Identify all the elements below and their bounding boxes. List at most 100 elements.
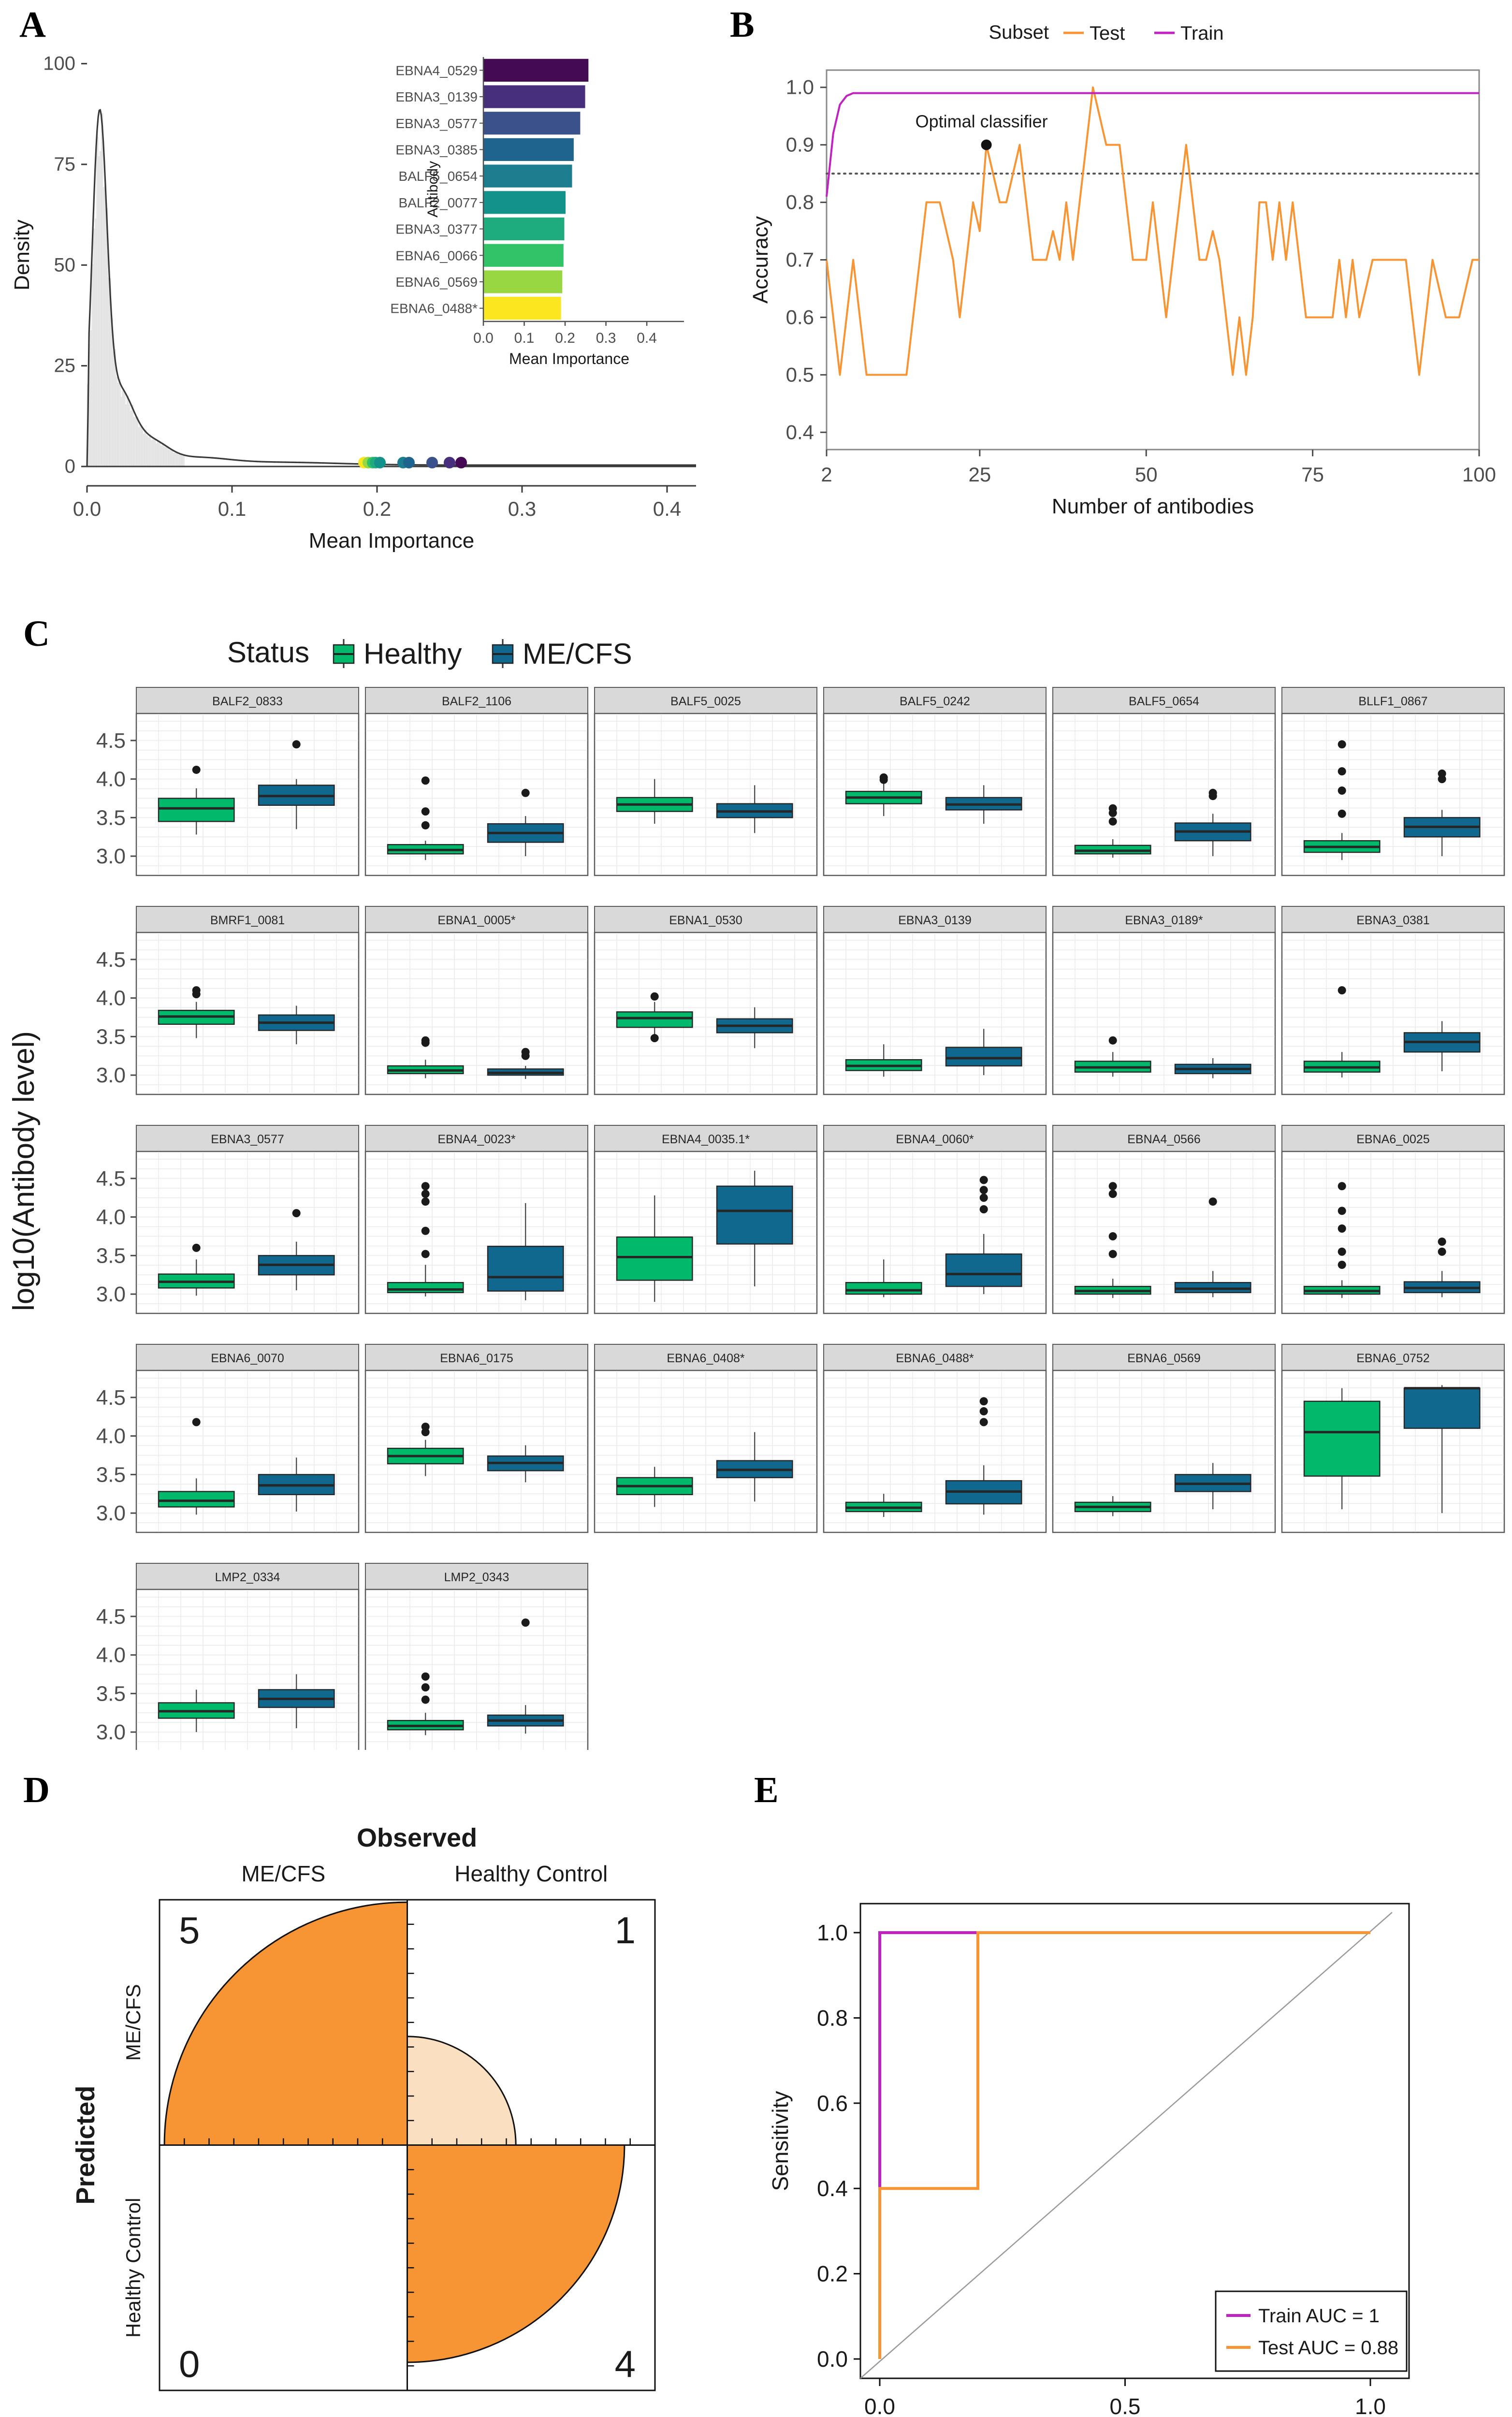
svg-text:EBNA3_0385: EBNA3_0385 xyxy=(395,142,478,157)
svg-text:ME/CFS: ME/CFS xyxy=(122,1984,145,2061)
svg-text:EBNA6_0175: EBNA6_0175 xyxy=(440,1352,513,1365)
svg-text:Sensitivity: Sensitivity xyxy=(768,2091,793,2191)
svg-text:0.6: 0.6 xyxy=(786,306,814,328)
svg-text:0.3: 0.3 xyxy=(508,497,536,520)
svg-text:4.0: 4.0 xyxy=(96,768,126,791)
svg-text:3.0: 3.0 xyxy=(96,1063,126,1087)
svg-text:0.9: 0.9 xyxy=(786,133,814,156)
svg-text:3.0: 3.0 xyxy=(96,1720,126,1744)
panel-d-letter: D xyxy=(23,1770,50,1810)
panel-a-chart: 0 25 50 75 100 0.0 0.1 0.2 0.3 0.4 Mean Importance… xyxy=(10,53,696,553)
svg-text:Train: Train xyxy=(1180,23,1224,44)
svg-text:4.0: 4.0 xyxy=(96,1425,126,1448)
svg-text:EBNA4_0035.1*: EBNA4_0035.1* xyxy=(662,1133,750,1146)
svg-text:2: 2 xyxy=(821,463,832,486)
svg-text:EBNA6_0408*: EBNA6_0408* xyxy=(667,1352,745,1365)
svg-text:EBNA3_0139: EBNA3_0139 xyxy=(395,89,478,104)
svg-text:1: 1 xyxy=(615,1909,636,1951)
svg-text:3.5: 3.5 xyxy=(96,1025,126,1048)
svg-text:4.5: 4.5 xyxy=(96,1605,126,1629)
panel-e-chart: 0.0 0.2 0.4 0.6 0.8 1.0 0.0 0.5 1.0 Sensitivity Tr… xyxy=(768,1903,1410,2417)
svg-text:EBNA6_0569: EBNA6_0569 xyxy=(1127,1352,1201,1365)
svg-text:EBNA3_0377: EBNA3_0377 xyxy=(395,222,478,237)
svg-text:25: 25 xyxy=(54,355,76,377)
svg-text:EBNA6_0569: EBNA6_0569 xyxy=(395,275,478,290)
svg-text:Test AUC = 0.88: Test AUC = 0.88 xyxy=(1258,2337,1398,2359)
svg-text:4.5: 4.5 xyxy=(96,1167,126,1191)
svg-text:EBNA1_0530: EBNA1_0530 xyxy=(669,914,742,927)
svg-text:0.1: 0.1 xyxy=(218,497,246,520)
svg-text:3.5: 3.5 xyxy=(96,1682,126,1705)
svg-text:4.5: 4.5 xyxy=(96,948,126,972)
svg-text:50: 50 xyxy=(1135,463,1158,486)
svg-text:3.5: 3.5 xyxy=(96,1244,126,1267)
svg-text:EBNA4_0060*: EBNA4_0060* xyxy=(896,1133,974,1146)
panel-d-chart: Observed ME/CFS Healthy Control Predicted ME… xyxy=(71,1823,656,2391)
svg-text:EBNA3_0577: EBNA3_0577 xyxy=(211,1133,284,1146)
svg-text:EBNA6_0025: EBNA6_0025 xyxy=(1356,1133,1430,1146)
svg-text:4: 4 xyxy=(615,2343,636,2385)
svg-text:Healthy Control: Healthy Control xyxy=(454,1861,608,1886)
svg-text:EBNA4_0529: EBNA4_0529 xyxy=(395,63,478,78)
svg-text:4.5: 4.5 xyxy=(96,729,126,753)
svg-text:BALF5_0654: BALF5_0654 xyxy=(399,169,478,184)
svg-text:EBNA6_0752: EBNA6_0752 xyxy=(1356,1352,1430,1365)
svg-text:EBNA6_0488*: EBNA6_0488* xyxy=(390,301,478,316)
svg-text:0.6: 0.6 xyxy=(817,2091,848,2116)
svg-text:3.5: 3.5 xyxy=(96,1463,126,1486)
svg-text:Train AUC = 1: Train AUC = 1 xyxy=(1258,2305,1380,2327)
svg-text:LMP2_0334: LMP2_0334 xyxy=(215,1571,280,1584)
svg-text:Number of antibodies: Number of antibodies xyxy=(1052,495,1254,518)
svg-text:log10(Antibody level): log10(Antibody level) xyxy=(7,1031,41,1311)
svg-text:0.8: 0.8 xyxy=(817,2005,848,2030)
svg-text:Mean Importance: Mean Importance xyxy=(509,350,629,367)
svg-text:1.0: 1.0 xyxy=(786,76,814,99)
panel-a-letter: A xyxy=(19,4,46,45)
panel-b-chart: Subset Test Train Optimal classifier 0.4 0.5 0… xyxy=(749,22,1496,518)
svg-text:3.0: 3.0 xyxy=(96,844,126,868)
svg-text:LMP2_0343: LMP2_0343 xyxy=(444,1571,509,1584)
svg-text:100: 100 xyxy=(1462,463,1496,486)
svg-text:Test: Test xyxy=(1090,23,1125,44)
panel-b-letter: B xyxy=(730,4,755,45)
svg-text:Density: Density xyxy=(10,219,34,291)
svg-text:BMRF1_0081: BMRF1_0081 xyxy=(210,914,285,927)
svg-text:Predicted: Predicted xyxy=(71,2085,100,2204)
svg-text:BALF2_0833: BALF2_0833 xyxy=(212,695,283,708)
svg-text:100: 100 xyxy=(43,53,75,74)
svg-text:EBNA4_0566: EBNA4_0566 xyxy=(1127,1133,1201,1146)
svg-text:3.0: 3.0 xyxy=(96,1282,126,1306)
svg-text:0.2: 0.2 xyxy=(817,2261,848,2286)
svg-text:BALF5_0654: BALF5_0654 xyxy=(1129,695,1199,708)
svg-text:Antibody: Antibody xyxy=(425,161,441,218)
svg-text:0.4: 0.4 xyxy=(817,2176,848,2201)
svg-text:Mean Importance: Mean Importance xyxy=(309,529,474,553)
svg-text:0.2: 0.2 xyxy=(555,330,575,346)
svg-text:0: 0 xyxy=(179,2343,200,2385)
svg-text:0.0: 0.0 xyxy=(817,2346,848,2372)
svg-text:0.1: 0.1 xyxy=(514,330,535,346)
svg-text:0.3: 0.3 xyxy=(596,330,616,346)
svg-text:Optimal classifier: Optimal classifier xyxy=(916,112,1048,131)
svg-text:0.0: 0.0 xyxy=(864,2394,895,2417)
svg-text:EBNA6_0066: EBNA6_0066 xyxy=(395,248,478,263)
svg-text:BALF2_0077: BALF2_0077 xyxy=(399,195,478,210)
svg-text:Subset: Subset xyxy=(989,22,1049,43)
svg-text:0.4: 0.4 xyxy=(653,497,681,520)
svg-text:3.0: 3.0 xyxy=(96,1501,126,1525)
svg-text:Accuracy: Accuracy xyxy=(749,216,772,304)
svg-text:4.0: 4.0 xyxy=(96,1644,126,1667)
svg-text:EBNA3_0577: EBNA3_0577 xyxy=(395,116,478,131)
svg-text:0.7: 0.7 xyxy=(786,248,814,271)
svg-text:75: 75 xyxy=(54,154,76,175)
svg-text:0: 0 xyxy=(65,456,75,477)
svg-text:0.5: 0.5 xyxy=(1110,2394,1141,2417)
svg-text:50: 50 xyxy=(54,254,76,276)
panel-c-chart: Status Healthy ME/CFS log10(Antibody level)… xyxy=(7,636,1505,1750)
svg-text:1.0: 1.0 xyxy=(1355,2394,1386,2417)
panel-c-letter: C xyxy=(23,613,50,654)
svg-text:0.0: 0.0 xyxy=(473,330,494,346)
svg-text:EBNA3_0139: EBNA3_0139 xyxy=(898,914,972,927)
svg-text:ME/CFS: ME/CFS xyxy=(241,1861,325,1886)
svg-text:0.0: 0.0 xyxy=(73,497,101,520)
